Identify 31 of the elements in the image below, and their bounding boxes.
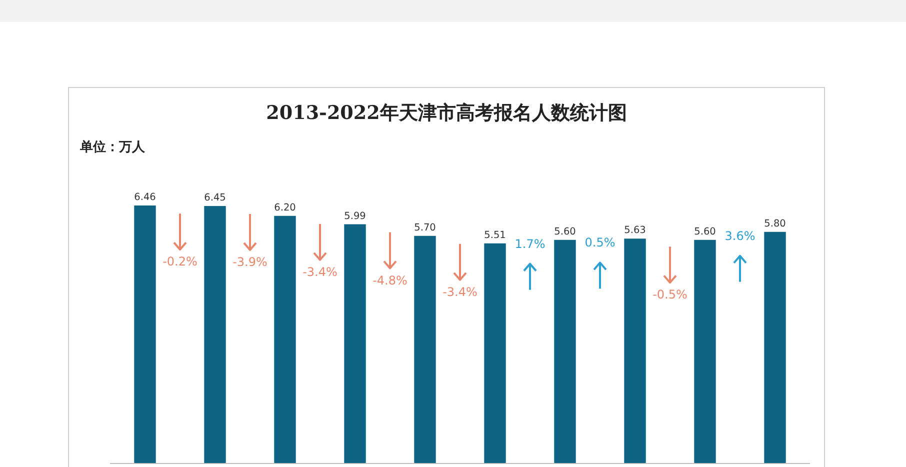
bar — [484, 243, 506, 463]
chart-title: 2013-2022年天津市高考报名人数统计图 — [265, 101, 628, 126]
annotation: -3.4% — [302, 264, 338, 279]
data-label: 5.60 — [694, 226, 716, 238]
annotation: -3.9% — [232, 254, 268, 269]
annotation: -0.2% — [162, 254, 198, 269]
annotation: 3.6% — [724, 228, 756, 243]
annotation: 1.7% — [514, 236, 546, 251]
bar — [554, 240, 576, 463]
bar — [694, 240, 716, 463]
data-label: 5.80 — [764, 218, 786, 230]
data-label: 5.63 — [624, 225, 646, 236]
bar — [624, 238, 646, 463]
chart-subtitle: 单位：万人 — [80, 139, 145, 156]
annotation: -0.5% — [652, 288, 688, 302]
data-label: 5.60 — [554, 226, 576, 238]
annotation: -3.4% — [442, 284, 478, 299]
bar — [134, 206, 156, 463]
data-label: 5.51 — [484, 230, 506, 241]
bar — [204, 206, 226, 463]
bar — [274, 216, 296, 463]
data-label: 6.20 — [274, 202, 296, 214]
data-label: 6.46 — [134, 192, 156, 204]
annotation: 0.5% — [584, 236, 616, 250]
annotation: -4.8% — [372, 273, 408, 288]
bar — [764, 232, 786, 463]
bar — [414, 236, 436, 463]
data-label: 6.45 — [204, 192, 226, 204]
data-label: 5.99 — [344, 210, 366, 222]
data-label: 5.70 — [414, 222, 436, 234]
bar — [344, 224, 366, 463]
